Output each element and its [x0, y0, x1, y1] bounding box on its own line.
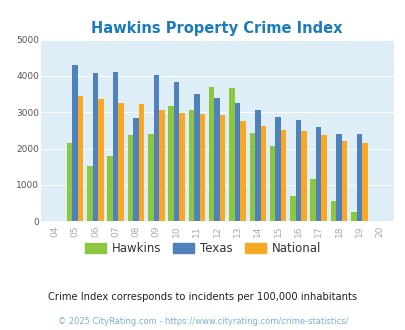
- Bar: [87, 166, 92, 221]
- Bar: [188, 110, 194, 221]
- Bar: [240, 121, 245, 221]
- Bar: [254, 110, 260, 221]
- Bar: [275, 117, 280, 221]
- Bar: [310, 179, 315, 221]
- Bar: [67, 143, 72, 221]
- Bar: [214, 98, 220, 221]
- Bar: [229, 88, 234, 221]
- Bar: [361, 144, 367, 221]
- Bar: [168, 106, 173, 221]
- Bar: [280, 130, 286, 221]
- Bar: [118, 103, 124, 221]
- Bar: [301, 131, 306, 221]
- Bar: [335, 134, 341, 221]
- Bar: [98, 99, 103, 221]
- Bar: [133, 118, 139, 221]
- Bar: [290, 196, 295, 221]
- Bar: [159, 110, 164, 221]
- Bar: [356, 134, 361, 221]
- Bar: [295, 120, 301, 221]
- Bar: [113, 72, 118, 221]
- Bar: [72, 65, 78, 221]
- Bar: [179, 113, 184, 221]
- Text: © 2025 CityRating.com - https://www.cityrating.com/crime-statistics/: © 2025 CityRating.com - https://www.city…: [58, 317, 347, 326]
- Bar: [209, 87, 214, 221]
- Bar: [139, 104, 144, 221]
- Bar: [92, 73, 98, 221]
- Bar: [173, 82, 179, 221]
- Bar: [341, 141, 346, 221]
- Bar: [128, 135, 133, 221]
- Bar: [330, 201, 335, 221]
- Bar: [78, 96, 83, 221]
- Bar: [315, 127, 321, 221]
- Bar: [148, 134, 153, 221]
- Bar: [350, 213, 356, 221]
- Title: Hawkins Property Crime Index: Hawkins Property Crime Index: [91, 21, 342, 36]
- Bar: [220, 115, 225, 221]
- Bar: [249, 133, 254, 221]
- Bar: [321, 135, 326, 221]
- Bar: [234, 103, 240, 221]
- Legend: Hawkins, Texas, National: Hawkins, Texas, National: [80, 237, 325, 260]
- Text: Crime Index corresponds to incidents per 100,000 inhabitants: Crime Index corresponds to incidents per…: [48, 292, 357, 302]
- Bar: [269, 146, 275, 221]
- Bar: [107, 156, 113, 221]
- Bar: [199, 114, 205, 221]
- Bar: [194, 94, 199, 221]
- Bar: [260, 126, 265, 221]
- Bar: [153, 75, 159, 221]
